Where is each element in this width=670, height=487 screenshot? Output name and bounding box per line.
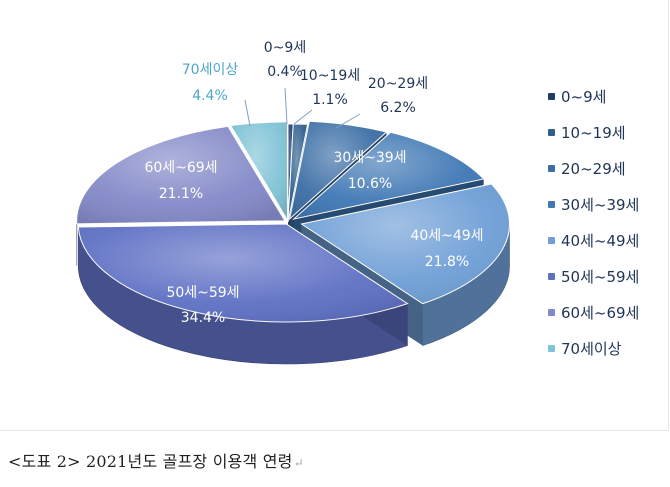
slice-category-label: 40세~49세 [410, 228, 483, 244]
caption-text: <도표 2> 2021년도 골프장 이용객 연령 [8, 452, 293, 471]
leader-line [244, 99, 251, 127]
slice-category-label: 50세~59세 [166, 285, 239, 301]
legend-label: 10~19세 [561, 123, 626, 142]
pie-slice-sheen [230, 121, 288, 220]
slice-category-label: 10~19세 [300, 68, 360, 84]
legend-label: 60세~69세 [561, 303, 640, 322]
legend-swatch [548, 236, 555, 244]
paragraph-return-mark: ↵ [293, 456, 304, 470]
legend-swatch [548, 164, 555, 172]
leader-line [284, 87, 288, 125]
legend-label: 0~9세 [561, 87, 607, 106]
slice-category-label: 60세~69세 [144, 160, 217, 176]
leader-line [293, 109, 313, 125]
chart-legend: 0~9세 10~19세 20~29세 30세~39세 40세~49세 50세~59세 60세… [548, 78, 639, 366]
legend-swatch [548, 128, 555, 136]
pie-chart: 0~9세 0.4%10~19세 1.1% 20~29세 6.2% 30세~39세 10.6%… [76, 40, 510, 365]
slice-category-label: 20~29세 [368, 76, 428, 92]
legend-item: 20~29세 [548, 150, 639, 186]
slice-category-label: 70세이상 [182, 62, 239, 78]
slice-value-label: 6.2% [380, 100, 416, 116]
legend-swatch [548, 272, 555, 280]
legend-label: 40세~49세 [561, 231, 640, 250]
legend-item: 40세~49세 [548, 222, 639, 258]
legend-item: 30세~39세 [548, 186, 639, 222]
pie-slice-sheen [288, 124, 308, 222]
slice-value-label: 34.4% [181, 310, 225, 326]
pie-leader-lines [244, 87, 361, 129]
legend-swatch [548, 308, 555, 316]
legend-label: 20~29세 [561, 159, 626, 178]
legend-swatch [548, 344, 555, 352]
chart-frame: 0~9세 0.4% 10~19세 1.1% 20~29세 6.2% 30세~39세 10.6%… [0, 0, 669, 431]
legend-item: 0~9세 [548, 78, 639, 114]
slice-category-label: 0~9세 [264, 40, 306, 56]
slice-value-label: 0.4% [267, 64, 303, 80]
legend-item: 50세~59세 [548, 258, 639, 294]
leader-line [335, 113, 361, 129]
slice-category-label: 30세~39세 [333, 150, 406, 166]
legend-label: 30세~39세 [561, 195, 640, 214]
legend-item: 60세~69세 [548, 294, 639, 330]
slice-value-label: 21.8% [425, 254, 469, 270]
slice-value-label: 4.4% [192, 88, 228, 104]
figure-caption: <도표 2> 2021년도 골프장 이용객 연령↵ [8, 448, 304, 472]
slice-value-label: 10.6% [348, 176, 392, 192]
pie-slice-sheen [76, 126, 285, 224]
legend-label: 50세~59세 [561, 267, 640, 286]
pie-slice-sheen [289, 121, 387, 219]
slice-value-label: 1.1% [312, 92, 348, 108]
slice-value-label: 21.1% [159, 186, 203, 202]
legend-item: 70세이상 [548, 330, 639, 366]
pie-slice-sheen [293, 132, 484, 219]
legend-swatch [548, 200, 555, 208]
pie-slice-sheen [301, 183, 510, 304]
pie-labels: 0~9세 0.4%10~19세 1.1% 20~29세 6.2% 30세~39세 10.6%… [144, 40, 483, 326]
legend-item: 10~19세 [548, 114, 639, 150]
legend-swatch [548, 92, 555, 100]
pie-slice-sheen [78, 223, 408, 322]
legend-label: 70세이상 [561, 339, 622, 358]
pie-top-faces [76, 120, 510, 323]
